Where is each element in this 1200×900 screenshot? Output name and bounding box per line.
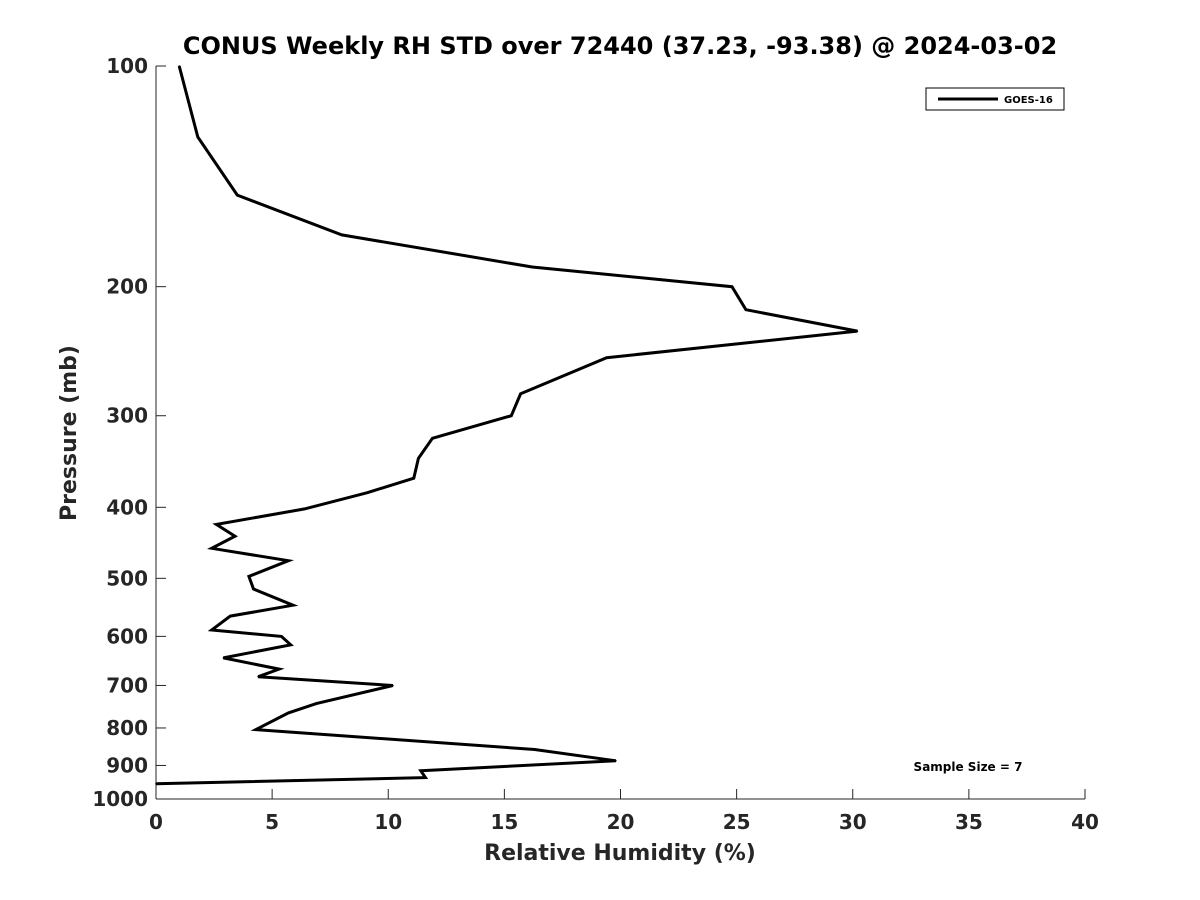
data-point	[222, 657, 225, 659]
legend: GOES-16	[925, 87, 1065, 111]
data-point	[155, 782, 157, 785]
data-point	[615, 760, 617, 762]
data-point	[278, 668, 280, 670]
data-point	[431, 437, 434, 440]
x-tick-label: 20	[607, 810, 635, 834]
x-axis-label: Relative Humidity (%)	[484, 841, 756, 866]
data-point	[533, 748, 536, 751]
x-tick-label: 10	[374, 810, 402, 834]
sample-size-annotation: Sample Size = 7	[914, 760, 1023, 774]
data-point	[315, 702, 318, 705]
data-point	[519, 393, 522, 395]
data-point	[236, 194, 239, 196]
data-point	[413, 477, 415, 480]
data-point	[303, 508, 306, 510]
data-point	[292, 604, 294, 606]
y-tick-label: 800	[106, 716, 148, 740]
data-point	[341, 234, 343, 236]
data-point	[257, 675, 260, 678]
y-axis-label: Pressure (mb)	[57, 345, 82, 521]
data-point	[289, 644, 292, 646]
y-tick-label: 300	[106, 404, 148, 428]
data-point	[287, 712, 290, 714]
y-tick-label: 100	[106, 54, 148, 78]
data-point	[287, 559, 290, 562]
data-point	[745, 308, 747, 311]
data-point	[605, 356, 608, 359]
x-tick-label: 25	[723, 810, 751, 834]
y-tick-label: 400	[106, 495, 148, 519]
data-point	[280, 635, 283, 638]
data-point	[215, 523, 218, 526]
data-point	[392, 684, 394, 687]
data-point	[229, 615, 232, 617]
y-tick-label: 1000	[92, 787, 148, 811]
y-tick-label: 500	[106, 566, 148, 590]
data-point	[420, 769, 422, 772]
axes: 0 5 10 15 20 25 30 35 40 100 200 300 400 500 600 700 800…	[92, 54, 1099, 834]
x-tick-label: 5	[265, 810, 279, 834]
x-tick-label: 35	[955, 810, 983, 834]
data-point	[731, 285, 733, 288]
legend-label-goes16: GOES-16	[1004, 95, 1053, 106]
data-point	[197, 136, 199, 138]
y-tick-label: 900	[106, 753, 148, 777]
data-point	[248, 575, 250, 578]
data-point	[366, 491, 369, 494]
data-point	[531, 266, 533, 268]
x-tick-label: 30	[839, 810, 867, 834]
data-point	[252, 588, 255, 590]
x-tick-label: 0	[149, 810, 163, 834]
x-tick-label: 40	[1071, 810, 1099, 834]
plot-area	[155, 65, 859, 786]
x-tick-label: 15	[490, 810, 518, 834]
data-point	[417, 457, 420, 460]
data-point	[210, 547, 213, 550]
y-tick-label: 700	[106, 673, 148, 697]
data-point	[424, 776, 427, 779]
data-point	[234, 535, 236, 537]
y-tick-label: 600	[106, 624, 148, 648]
data-point	[255, 728, 257, 731]
data-point	[178, 65, 180, 67]
data-point	[210, 629, 213, 631]
data-point	[856, 330, 859, 332]
chart-title: CONUS Weekly RH STD over 72440 (37.23, -…	[183, 32, 1057, 60]
y-tick-label: 200	[106, 275, 148, 299]
data-point	[510, 414, 513, 417]
